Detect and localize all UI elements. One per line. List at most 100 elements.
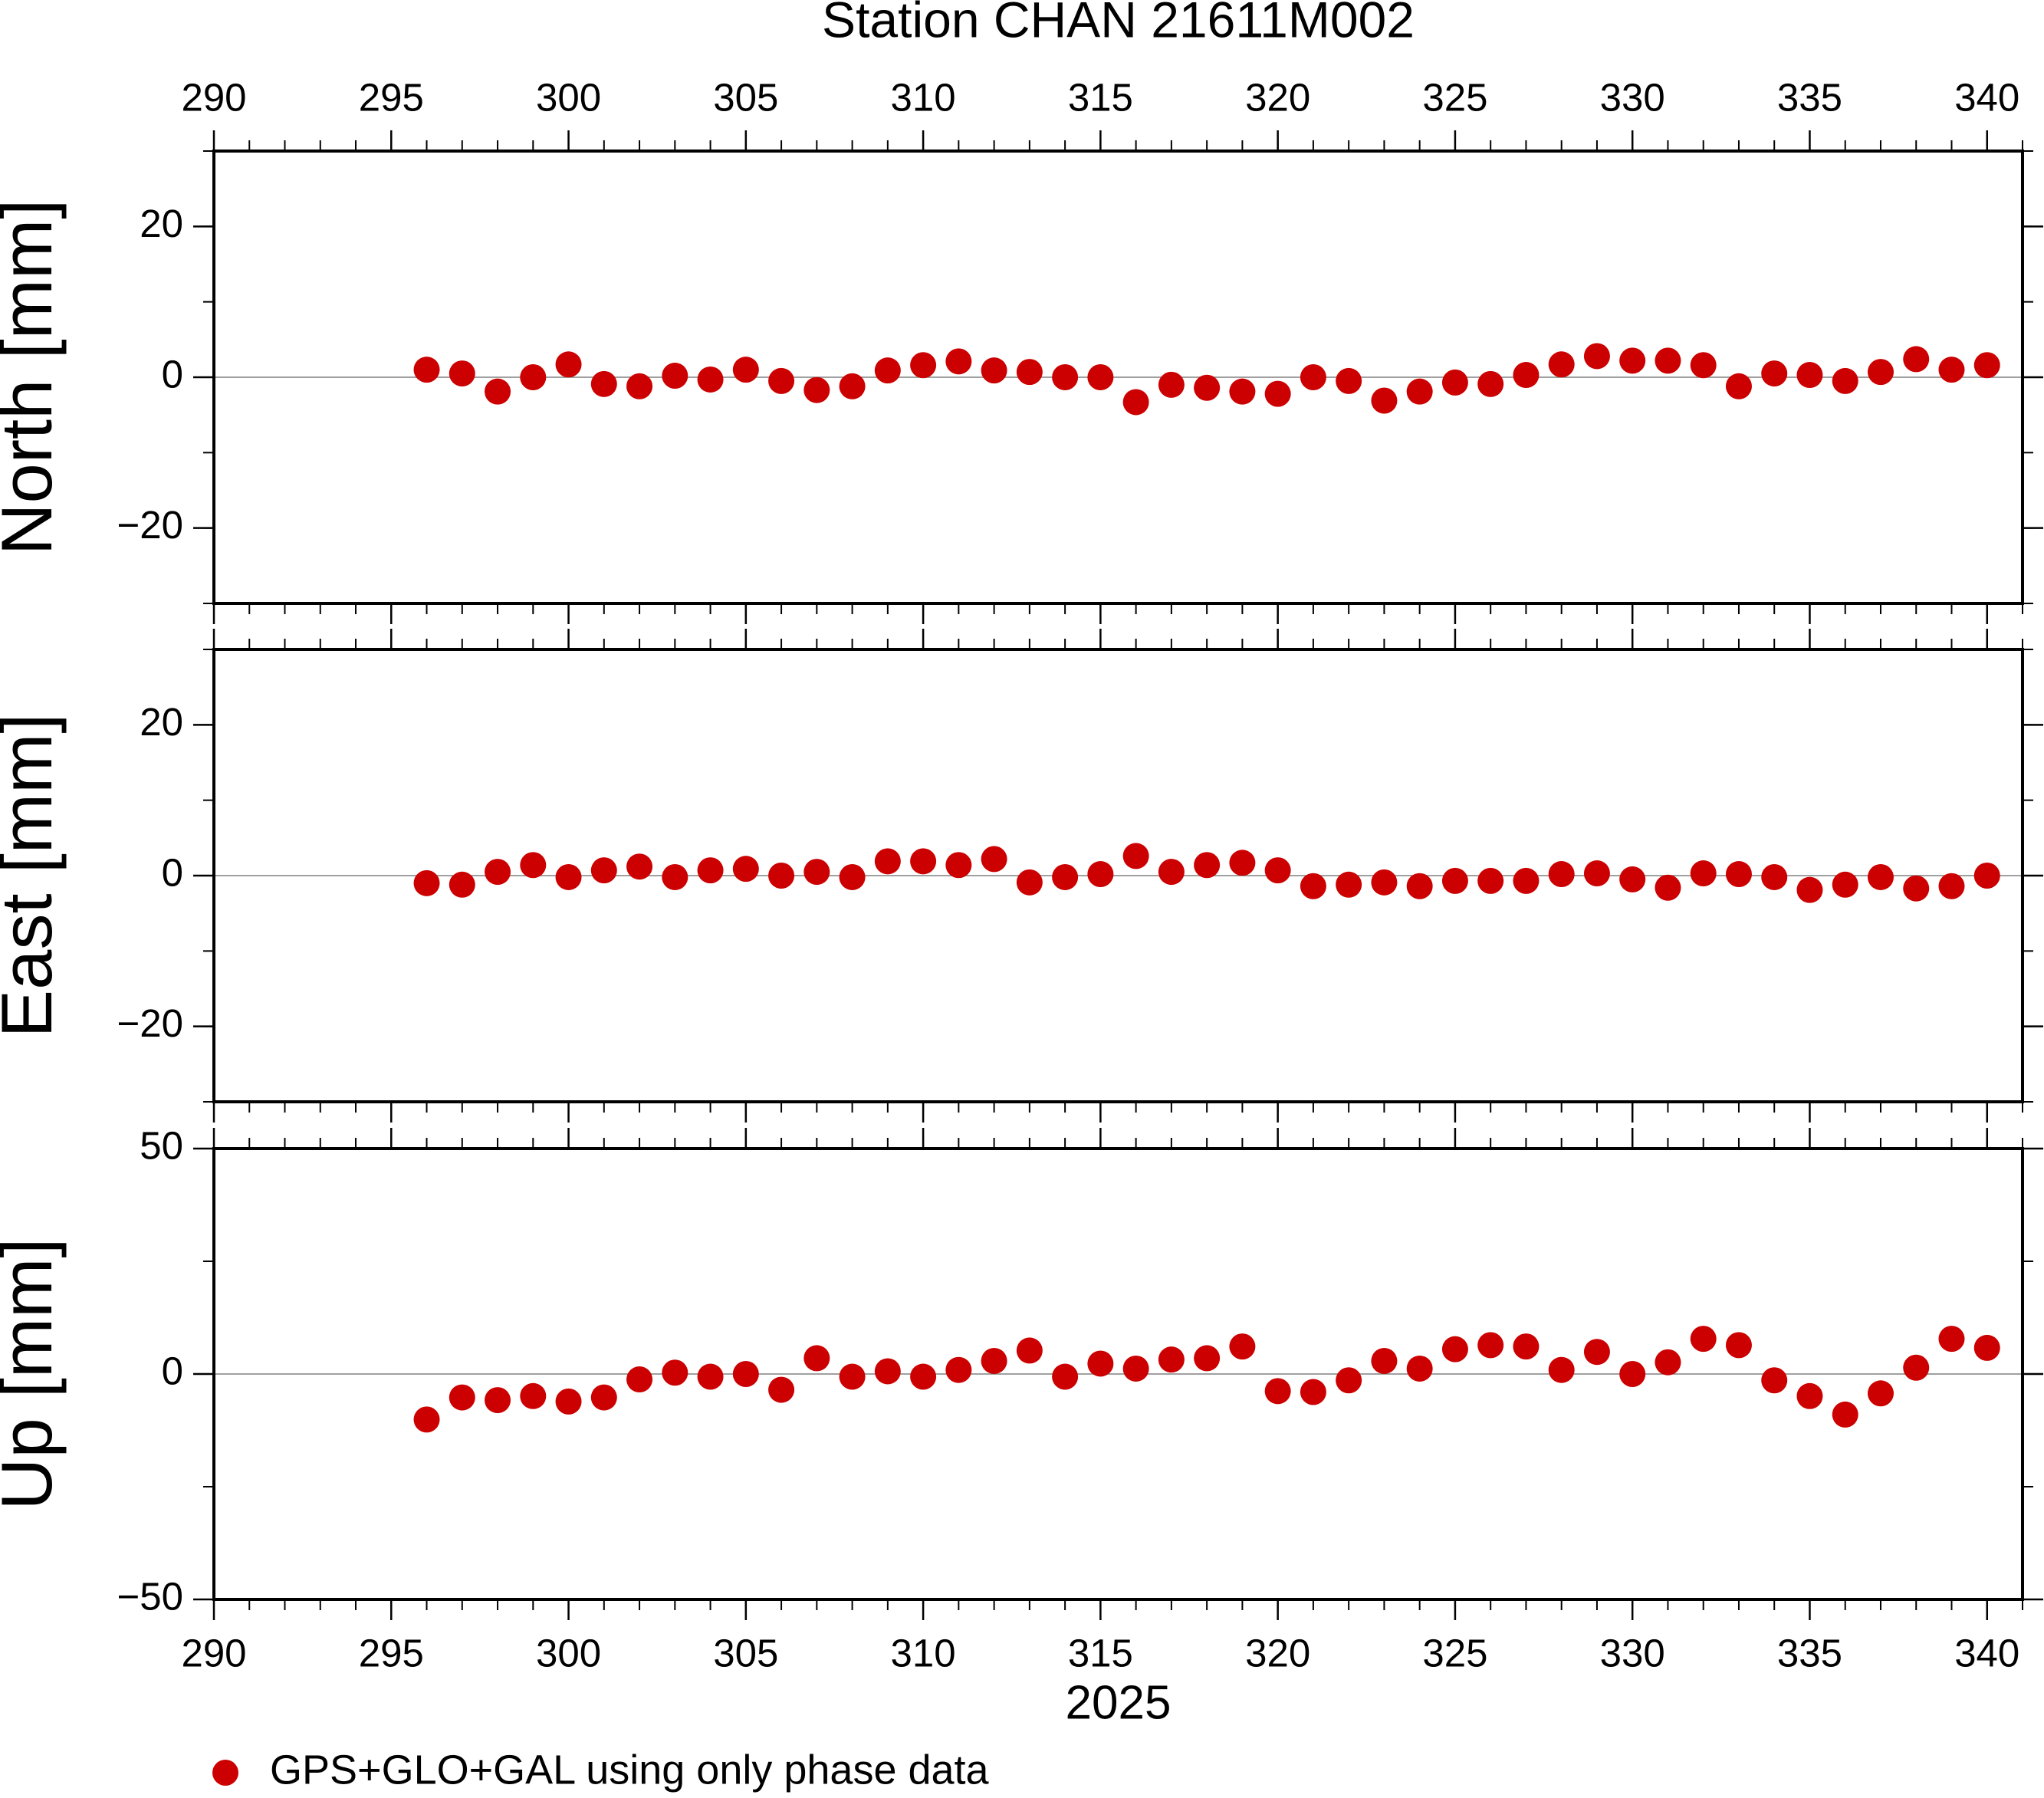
point [1832, 367, 1858, 394]
point [485, 859, 511, 886]
point [1655, 874, 1681, 901]
point [1158, 1346, 1185, 1373]
x-tick-label: 325 [1422, 1631, 1487, 1675]
y-tick-label: 20 [140, 700, 183, 744]
point [1690, 1326, 1717, 1353]
point [1832, 871, 1858, 898]
point [874, 1358, 901, 1385]
point [1938, 873, 1965, 899]
point [1903, 1354, 1930, 1381]
x-tick-label: 315 [1068, 1631, 1133, 1675]
point [1903, 346, 1930, 373]
point [1655, 347, 1681, 374]
point [1406, 873, 1433, 899]
point [449, 360, 475, 387]
y-tick-label: 50 [140, 1123, 183, 1167]
point [1867, 863, 1894, 890]
x-tick-label: 330 [1600, 75, 1665, 119]
y-tick-label: 0 [162, 352, 183, 396]
point [1300, 873, 1326, 899]
point [1938, 357, 1965, 383]
point [1158, 371, 1185, 398]
point [1406, 1355, 1433, 1382]
point [662, 1359, 688, 1386]
x-tick-label: 295 [359, 75, 424, 119]
point [1548, 861, 1575, 888]
y-tick-label: −20 [117, 503, 183, 547]
point [1016, 359, 1043, 386]
point [768, 1376, 795, 1403]
point [1583, 860, 1610, 887]
x-tick-label: 305 [713, 75, 778, 119]
point [981, 1347, 1007, 1374]
point [485, 378, 511, 405]
point [1336, 1367, 1362, 1394]
point [1619, 347, 1646, 374]
point [1619, 1361, 1646, 1387]
point [1655, 1349, 1681, 1376]
point [1194, 852, 1221, 879]
point [1441, 369, 1468, 396]
x-tick-label: 295 [359, 1631, 424, 1675]
point [1973, 1334, 2000, 1361]
point [732, 1361, 759, 1387]
point [803, 859, 830, 886]
point [1300, 1379, 1326, 1405]
point [1973, 863, 2000, 889]
point [768, 863, 795, 889]
y-axis-label: North [mm] [0, 199, 67, 556]
point [1903, 875, 1930, 902]
x-tick-label: 290 [181, 75, 246, 119]
point [732, 357, 759, 383]
point [449, 1384, 475, 1411]
y-axis-label: East [mm] [0, 713, 67, 1037]
point [1513, 867, 1540, 894]
point [520, 852, 547, 879]
point [1441, 867, 1468, 894]
x-tick-label: 290 [181, 1631, 246, 1675]
point [449, 871, 475, 898]
point [1087, 1350, 1114, 1377]
point [839, 1363, 866, 1390]
x-tick-label: 330 [1600, 1631, 1665, 1675]
point [1087, 861, 1114, 888]
x-tick-label: 320 [1245, 75, 1310, 119]
point [1194, 374, 1221, 401]
point [910, 848, 937, 875]
point [1725, 373, 1752, 399]
point [1477, 1332, 1504, 1359]
x-tick-label: 340 [1954, 75, 2019, 119]
point [1052, 863, 1079, 890]
point [590, 370, 617, 397]
point [1194, 1345, 1221, 1372]
point [1441, 1336, 1468, 1362]
point [697, 857, 724, 884]
point [1867, 359, 1894, 386]
point [1016, 1337, 1043, 1364]
point [945, 1356, 972, 1383]
point [1938, 1326, 1965, 1353]
x-tick-label: 335 [1777, 1631, 1842, 1675]
point [1371, 1347, 1398, 1374]
point [839, 373, 866, 399]
point [1264, 857, 1291, 884]
point [1406, 378, 1433, 405]
point [520, 364, 547, 390]
point [1690, 860, 1717, 887]
point [910, 1363, 937, 1390]
point [1229, 378, 1256, 405]
point [803, 376, 830, 403]
x-tick-label: 300 [536, 75, 601, 119]
point [1796, 876, 1823, 903]
point [1761, 360, 1788, 387]
point [555, 863, 582, 890]
x-tick-label: 310 [891, 75, 956, 119]
point [1087, 364, 1114, 390]
point [1583, 343, 1610, 370]
point [910, 352, 937, 379]
y-tick-label: 0 [162, 850, 183, 894]
y-tick-label: 0 [162, 1349, 183, 1392]
point [981, 846, 1007, 873]
x-tick-label: 305 [713, 1631, 778, 1675]
